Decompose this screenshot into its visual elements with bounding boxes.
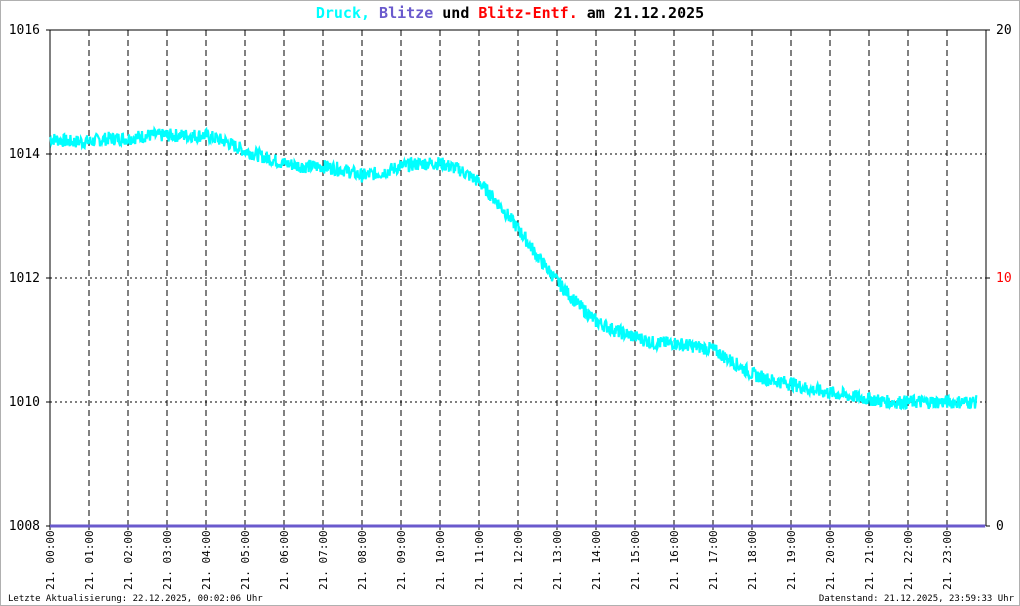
x-tick-label: 21. 01:00	[83, 530, 96, 590]
y-right-tick-label: 10	[996, 271, 1012, 286]
title-und: und	[442, 4, 470, 22]
x-tick-label: 21. 19:00	[785, 530, 798, 590]
x-tick-label: 21. 06:00	[278, 530, 291, 590]
title-druck: Druck,	[315, 4, 371, 22]
title-date: am 21.12.2025	[586, 4, 705, 22]
y-left-tick-label: 1016	[9, 23, 40, 38]
y-left-tick-label: 1014	[9, 147, 40, 162]
x-tick-label: 21. 04:00	[200, 530, 213, 590]
x-tick-label: 21. 09:00	[395, 530, 408, 590]
chart-title: Druck, Blitze und Blitz-Entf. am 21.12.2…	[0, 4, 1020, 22]
x-tick-label: 21. 07:00	[317, 530, 330, 590]
title-blitze: Blitze	[379, 4, 434, 22]
x-tick-label: 21. 11:00	[473, 530, 486, 590]
x-tick-label: 21. 13:00	[551, 530, 564, 590]
y-left-tick-label: 1008	[9, 519, 40, 534]
y-left-tick-label: 1010	[9, 395, 40, 410]
footer-left: Letzte Aktualisierung: 22.12.2025, 00:02…	[8, 594, 263, 604]
x-tick-label: 21. 21:00	[863, 530, 876, 590]
x-tick-label: 21. 12:00	[512, 530, 525, 590]
x-tick-label: 21. 05:00	[239, 530, 252, 590]
x-tick-label: 21. 22:00	[902, 530, 915, 590]
x-tick-label: 21. 20:00	[824, 530, 837, 590]
y-right-tick-label: 0	[996, 519, 1004, 534]
x-tick-label: 21. 16:00	[668, 530, 681, 590]
x-tick-label: 21. 15:00	[629, 530, 642, 590]
x-tick-label: 21. 14:00	[590, 530, 603, 590]
pressure-series-line	[49, 125, 978, 411]
title-blitz-entf: Blitz-Entf.	[478, 4, 578, 22]
y-right-tick-label: 20	[996, 23, 1012, 38]
x-tick-label: 21. 10:00	[434, 530, 447, 590]
x-tick-label: 21. 02:00	[122, 530, 135, 590]
x-tick-label: 21. 18:00	[746, 530, 759, 590]
x-tick-label: 21. 23:00	[941, 530, 954, 590]
x-tick-label: 21. 03:00	[161, 530, 174, 590]
y-left-tick-label: 1012	[9, 271, 40, 286]
x-tick-label: 21. 08:00	[356, 530, 369, 590]
x-tick-label: 21. 00:00	[44, 530, 57, 590]
x-tick-label: 21. 17:00	[707, 530, 720, 590]
footer-right: Datenstand: 21.12.2025, 23:59:33 Uhr	[818, 594, 1014, 604]
